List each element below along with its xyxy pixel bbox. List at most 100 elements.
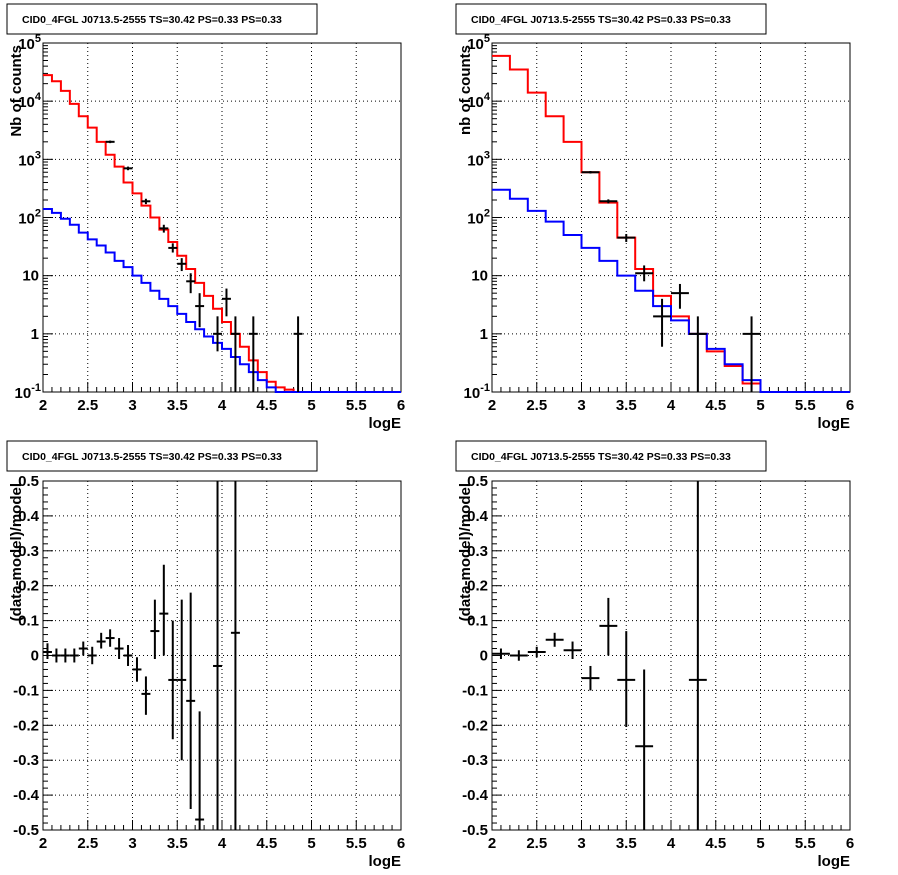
y-tick-label: 0.1: [467, 613, 488, 630]
data-point: [195, 293, 205, 328]
data-point: [222, 288, 231, 317]
data-point: [248, 316, 258, 392]
y-tick-label: 102: [18, 208, 41, 228]
data-point: [671, 283, 689, 309]
data-point: [43, 643, 52, 659]
y-tick-label: -0.2: [13, 717, 39, 734]
x-tick-label: 5: [307, 835, 315, 852]
data-point: [69, 648, 79, 663]
x-tick-label: 3: [577, 397, 585, 414]
x-tick-label: 3: [577, 835, 585, 852]
x-tick-label: 3: [128, 835, 136, 852]
y-tick-base: 10: [18, 36, 35, 53]
y-tick-label: 0.4: [18, 508, 40, 525]
y-tick-base: 10: [467, 211, 484, 228]
x-tick-label: 5: [756, 835, 764, 852]
data-point: [168, 620, 178, 740]
y-tick-label: 0.5: [18, 473, 39, 490]
chart-title: CID0_4FGL J0713.5-2555 TS=30.42 PS=0.33 …: [471, 451, 731, 463]
x-tick-label: 4: [667, 835, 676, 852]
y-tick-label: -0.4: [462, 787, 489, 804]
chart-pad-3: CID0_4FGL J0713.5-2555 TS=30.42 PS=0.33 …: [6, 440, 405, 870]
x-tick-label: 5.5: [795, 397, 816, 414]
data-point: [581, 665, 600, 691]
y-tick-label: -0.5: [462, 822, 488, 839]
data-point: [653, 298, 671, 347]
x-tick-label: 4: [218, 835, 227, 852]
chart-pad-1: CID0_4FGL J0713.5-2555 TS=30.42 PS=0.33 …: [6, 3, 405, 432]
data-point: [230, 316, 240, 392]
data-point: [177, 599, 187, 761]
x-tick-label: 3.5: [167, 835, 188, 852]
y-tick-label: 0.3: [18, 543, 39, 560]
data-point: [141, 676, 151, 715]
x-tick-label: 2.5: [526, 397, 547, 414]
x-tick-label: 3: [128, 397, 136, 414]
y-tick-label: -0.3: [462, 752, 488, 769]
data-point: [141, 198, 151, 205]
y-tick-exponent: 3: [484, 149, 490, 161]
x-tick-label: 5: [756, 397, 764, 414]
data-point: [688, 316, 707, 392]
y-axis-title: (data-model)/model: [8, 483, 25, 621]
data-point: [87, 646, 97, 665]
x-tick-label: 4: [218, 397, 227, 414]
x-tick-label: 3.5: [616, 835, 637, 852]
y-tick-label: 1: [31, 326, 39, 343]
data-point: [105, 629, 115, 647]
y-tick-base: 10: [467, 152, 484, 169]
x-tick-label: 4.5: [705, 835, 726, 852]
data-point: [599, 597, 618, 656]
data-point: [123, 645, 133, 666]
x-tick-label: 4.5: [256, 397, 277, 414]
series-step-blue: [492, 188, 850, 393]
x-axis-title: logE: [369, 415, 402, 432]
chart-title: CID0_4FGL J0713.5-2555 TS=30.42 PS=0.33 …: [22, 14, 282, 26]
data-point: [617, 234, 636, 242]
chart-title: CID0_4FGL J0713.5-2555 TS=30.42 PS=0.33 …: [22, 451, 282, 463]
data-point: [617, 631, 636, 728]
data-point: [177, 258, 187, 272]
y-tick-base: 10: [464, 385, 481, 402]
series-step-blue: [43, 208, 401, 393]
y-tick-label: 0.2: [18, 578, 39, 595]
data-point: [105, 140, 115, 144]
x-tick-label: 6: [846, 835, 854, 852]
x-tick-label: 2.5: [77, 397, 98, 414]
y-axis-title: nb of counts: [457, 45, 474, 135]
data-point: [159, 224, 169, 233]
x-tick-label: 2: [39, 835, 47, 852]
data-point: [492, 648, 510, 659]
y-tick-exponent: -1: [480, 382, 490, 394]
y-tick-exponent: 5: [35, 33, 41, 45]
y-tick-label: -0.1: [13, 682, 39, 699]
data-point: [60, 648, 70, 663]
y-tick-base: 10: [467, 94, 484, 111]
chart-title-box: [455, 440, 767, 472]
y-tick-label: 104: [18, 91, 42, 111]
chart-title-box: [455, 3, 767, 35]
x-tick-label: 2.5: [526, 835, 547, 852]
x-tick-label: 4: [667, 397, 676, 414]
y-axis-title: (data-model)/model: [457, 483, 474, 621]
x-tick-label: 2.5: [77, 835, 98, 852]
data-point: [293, 316, 303, 392]
x-tick-label: 5.5: [346, 397, 367, 414]
y-tick-label: -0.2: [462, 717, 488, 734]
data-point: [213, 316, 222, 352]
chart-title-box: [6, 3, 318, 35]
y-tick-exponent: 5: [484, 33, 490, 45]
y-tick-exponent: 2: [35, 208, 41, 220]
y-tick-base: 10: [15, 385, 32, 402]
data-point: [527, 646, 546, 658]
y-axis-title: Nb of counts: [8, 45, 25, 137]
x-axis-title: logE: [369, 853, 402, 870]
y-tick-label: 0: [31, 648, 39, 665]
data-point: [51, 648, 61, 663]
data-point: [186, 273, 196, 294]
data-point: [581, 171, 600, 174]
data-point: [96, 632, 106, 649]
data-point: [599, 199, 618, 204]
x-tick-label: 6: [846, 397, 854, 414]
chart-title: CID0_4FGL J0713.5-2555 TS=30.42 PS=0.33 …: [471, 14, 731, 26]
